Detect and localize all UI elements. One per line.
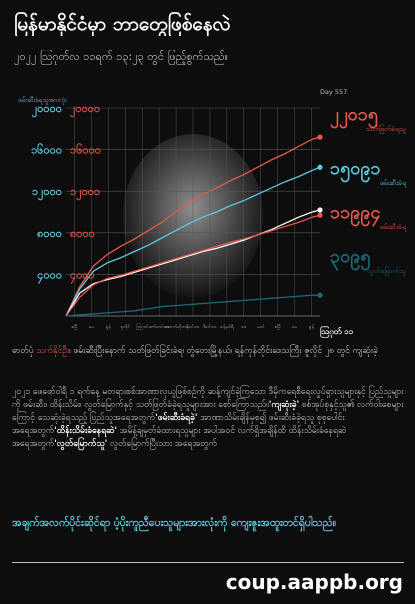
end-value: ၁၁၉၉၄: [330, 202, 381, 227]
y-tick-label: ၂၀၀၀၀: [32, 102, 62, 118]
chart-series: [65, 134, 323, 317]
series-end-point-2: [317, 207, 323, 213]
x-tick-label: ဖေ: [241, 325, 246, 330]
y-tick-label: ၁၂၀၀၀: [32, 185, 62, 201]
chart-grid: [66, 107, 320, 317]
term-killed: 'ကျဆုံးခဲ့': [268, 400, 300, 410]
x-tick-label: ဇွန်: [309, 324, 315, 330]
end-caption: ဖမ်းဆီးခံရ: [380, 223, 407, 232]
page-title: မြန်မာနိုင်ငံမှာ ဘာတွေဖြစ်နေလဲ: [14, 13, 231, 35]
x-tick-label: ဇူလိုင်: [121, 324, 131, 330]
end-value: ၃၀၉၅: [330, 246, 371, 271]
x-tick-label: အောက်တိုဘာ: [164, 324, 187, 330]
series-line-2: [65, 209, 321, 317]
x-tick-label: ဒီဇင်ဘာ: [203, 324, 217, 330]
y-axis-label: ဖမ်းဆီးခံရသူအားလုံး: [18, 96, 67, 105]
term-killed-def: စစ်အုပ်စုနှင့်သူ၏ လက်ဝါးစေများကြောင့် သေ…: [12, 400, 404, 423]
term-released: 'လွတ်မြောက်သူ': [54, 439, 108, 449]
y-tick-label-inner: ၁၆၀၀၀: [70, 144, 101, 157]
y-tick-label: ၄၀၀၀: [37, 268, 62, 284]
term-arrested-def: အာဏာသိမ်းချိန်မှစ၍ ဖမ်းဆီးခံခဲ့ရသူ စုစုပ…: [12, 413, 345, 436]
term-released-def: လွတ်မြောက်ပြီးသား အရေအတွက်: [107, 439, 218, 449]
end-caption: သတ်ဖြတ်ခံရသူ: [366, 124, 407, 134]
end-value: ၂၂၀၁၅: [330, 104, 378, 129]
y-tick-label-inner: ၄၀၀၀: [70, 268, 95, 284]
series-end-point-3: [317, 212, 323, 218]
y-tick-label-inner: ၈၀၀၀: [70, 227, 95, 240]
x-tick-label: မတ်: [257, 324, 265, 330]
photo-caption: ဓာတ်ပုံ သက်နိုင်ဦး၊ ဖမ်းဆီးပြီးနောက် သတ်…: [12, 345, 404, 358]
updated-timestamp: ၂၀၂၂ ဩဂုတ်လ ၁၁ရက် ၁၃:၂၃ တွင် ဖြည့်စွက်သည…: [14, 50, 228, 63]
end-value: ၁၅၀၉၁: [330, 158, 381, 183]
x-tick-label: မေ: [89, 325, 94, 330]
y-tick-label: ၁၆၀၀၀: [31, 144, 62, 157]
x-tick-label: နိုဝင်ဘာ: [186, 324, 200, 330]
caption-prefix: ဓာတ်ပုံ: [12, 346, 37, 356]
x-tick-label: ဇန်နဝါရီ: [220, 324, 234, 330]
term-detained: 'ထိန်းသိမ်းခံနေရဆဲ': [54, 426, 117, 436]
term-detained-def: အမိန့်ချမှတ်ခံထားရသူများ အပါအဝင် လက်ရှိအ…: [12, 426, 347, 449]
series-end-point-4: [317, 292, 323, 298]
thanks-note: အချက်အလက်ပိုင်းဆိုင်ရာ ပံ့ပိုးကူညီပေးသူမ…: [12, 517, 337, 529]
end-caption: လွတ်မြောက်သူ: [367, 266, 406, 276]
site-link[interactable]: coup.aappb.org: [225, 570, 403, 594]
series-line-4: [65, 294, 320, 317]
x-tick-label: မေ: [292, 325, 297, 330]
x-tick-label: ဩဂုတ်: [136, 323, 149, 330]
series-line-3: [65, 214, 321, 317]
series-end-point-0: [317, 134, 323, 140]
methodology-intro: ၂၀၂၁ ဖေဖော်ဝါရီ ၁ ရက်နေ့ မတရားစစ်အာဏာလုယ…: [12, 387, 404, 410]
x-tick-label: ဧပြီ: [275, 323, 282, 330]
x-tick-label: စက်တင်ဘာ: [149, 324, 169, 330]
end-value-labels: ၂၂၀၁၅သတ်ဖြတ်ခံရသူ၁၅၀၉၁ဖမ်းဆီးခံရ၁၁၉၉၄ဖမ်…: [330, 104, 407, 276]
series-line-1: [65, 166, 321, 317]
y-tick-label-inner: ၁၂၀၀၀: [70, 185, 100, 201]
methodology-text: ၂၀၂၁ ဖေဖော်ဝါရီ ၁ ရက်နေ့ မတရားစစ်အာဏာလုယ…: [12, 386, 404, 451]
divider: [12, 562, 404, 563]
series-end-point-1: [317, 164, 323, 170]
x-tick-label: ဧပြီ: [72, 323, 79, 330]
x-tick-label: ဇွန်: [106, 324, 112, 330]
caption-detail: ၊ ဖမ်းဆီးပြီးနောက် သတ်ဖြတ်ခြင်းခံရ၊ တွံတ…: [69, 346, 378, 356]
end-caption: ဖမ်းဆီးခံရ: [380, 179, 407, 188]
series-line-0: [65, 136, 321, 317]
day-count-label: Day 557: [320, 88, 347, 96]
y-tick-label: ၈၀၀၀: [37, 227, 62, 240]
x-tick-labels: ဧပြီ မေ ဇွန် ဇူလိုင် ဩဂုတ် စက်တင်ဘာအောက်တိုဘာ…: [72, 323, 315, 330]
victim-name: သက်နိုင်ဦး: [36, 346, 70, 356]
x-axis-end-label: ဩဂုတ် ၁၁: [320, 326, 353, 339]
y-tick-label-inner: ၂၀၀၀၀: [70, 102, 100, 118]
term-arrested: 'ဖမ်းဆီးခံရခဲ့': [155, 413, 198, 423]
